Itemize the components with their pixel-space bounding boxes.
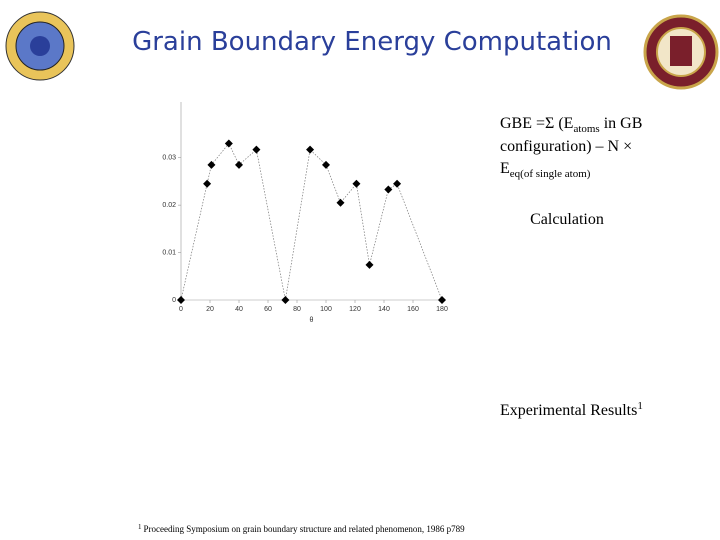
formula-sub: eq(of single atom) [510, 168, 591, 180]
formula-text: in GB [600, 115, 643, 132]
data-point [365, 260, 374, 269]
data-point [322, 160, 330, 169]
data-point [438, 296, 446, 304]
formula-line: GBE =Σ (Eatoms in GB [500, 115, 642, 135]
data-point [177, 296, 185, 304]
y-tick-label: 0.01 [162, 250, 176, 257]
label-text: Experimental Results [500, 402, 637, 419]
x-tick-label: 0 [179, 306, 183, 313]
data-point [207, 160, 216, 169]
data-point [336, 198, 345, 207]
data-point [393, 179, 402, 188]
series-line [180, 142, 443, 301]
formula-sub: atoms [573, 123, 599, 135]
x-tick-label: 140 [378, 306, 390, 313]
footnote-mark: 1 [138, 523, 142, 531]
formula-text: configuration) – N × [500, 138, 632, 155]
slide-title: Grain Boundary Energy Computation [132, 27, 612, 57]
x-tick-label: 160 [407, 306, 419, 313]
data-point [203, 179, 212, 188]
formula-text: GBE =Σ (E [500, 115, 573, 132]
data-point [235, 160, 243, 169]
y-tick-label: 0.02 [162, 202, 176, 209]
data-point [306, 145, 315, 154]
right-logo [643, 14, 719, 90]
x-tick-label: 60 [264, 306, 272, 313]
footnote-text: Proceeding Symposium on grain boundary s… [144, 524, 466, 534]
formula-line: Eeq(of single atom) [500, 160, 591, 180]
data-point [352, 179, 361, 188]
x-tick-label: 180 [436, 306, 448, 313]
data-point [224, 139, 233, 148]
x-axis-label: θ [310, 317, 314, 324]
formula-text: E [500, 160, 510, 177]
ref-mark: 1 [637, 400, 643, 412]
experimental-label: Experimental Results1 [500, 400, 643, 419]
data-point [384, 185, 393, 194]
x-tick-label: 100 [320, 306, 332, 313]
x-tick-label: 80 [293, 306, 301, 313]
x-tick-label: 20 [206, 306, 214, 313]
x-tick-label: 40 [235, 306, 243, 313]
left-logo [5, 11, 75, 81]
footnote: 1 Proceeding Symposium on grain boundary … [138, 523, 465, 534]
y-tick-label: 0.03 [162, 155, 176, 162]
calculation-label: Calculation [530, 211, 604, 228]
data-point [252, 145, 261, 154]
x-tick-label: 120 [349, 306, 361, 313]
data-point [281, 296, 290, 304]
y-tick-label: 0 [172, 297, 176, 304]
